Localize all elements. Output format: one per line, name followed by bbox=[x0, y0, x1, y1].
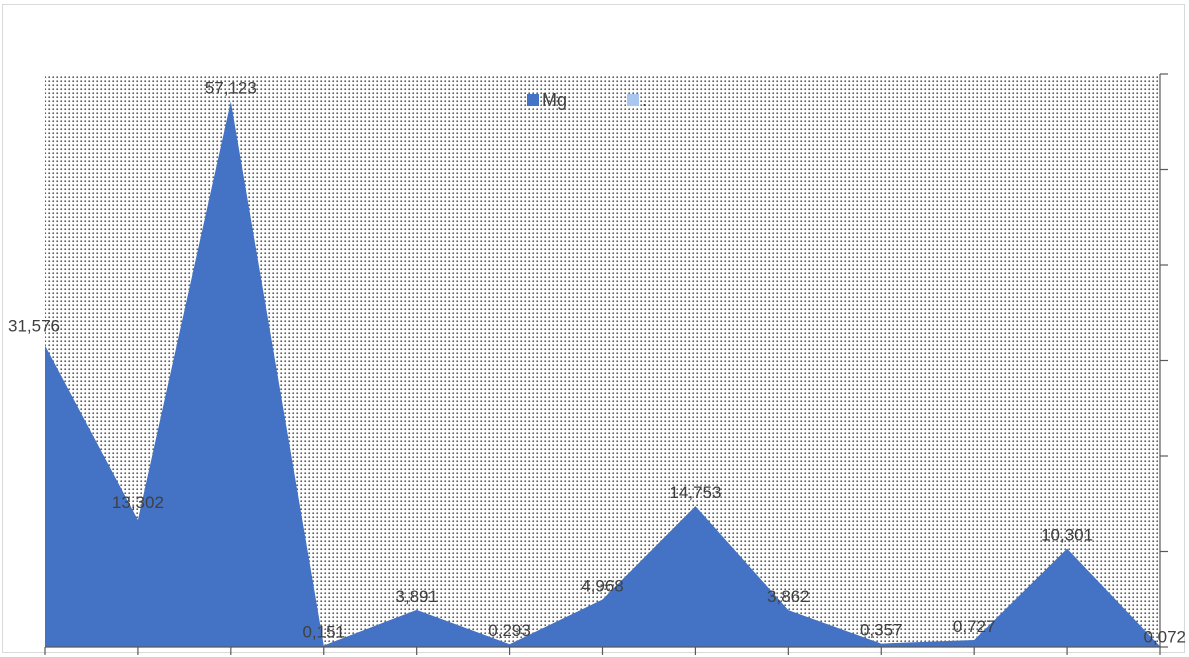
data-label: 0,357 bbox=[860, 621, 903, 640]
legend-swatch-series-2 bbox=[627, 94, 639, 106]
data-label: 57,123 bbox=[205, 78, 257, 97]
data-label: 31,576 bbox=[8, 316, 60, 335]
data-label: 0,293 bbox=[488, 621, 531, 640]
data-label: 0,072 bbox=[1143, 627, 1186, 646]
data-label: 13,302 bbox=[112, 493, 164, 512]
legend-swatch-mg bbox=[527, 94, 539, 106]
data-label: 14,753 bbox=[669, 483, 721, 502]
legend: Mg . bbox=[527, 90, 647, 110]
legend-label-series-2: . bbox=[642, 90, 647, 110]
chart-frame bbox=[2, 4, 1185, 653]
data-label: 0,727 bbox=[953, 617, 996, 636]
area-series-mg bbox=[45, 101, 1160, 648]
data-label: 3,891 bbox=[395, 587, 438, 606]
data-label: 3,862 bbox=[767, 587, 810, 606]
data-label: 10,301 bbox=[1041, 526, 1093, 545]
data-label: 0,151 bbox=[302, 623, 345, 642]
legend-label-mg: Mg bbox=[542, 90, 567, 110]
data-label: 4,968 bbox=[581, 577, 624, 596]
